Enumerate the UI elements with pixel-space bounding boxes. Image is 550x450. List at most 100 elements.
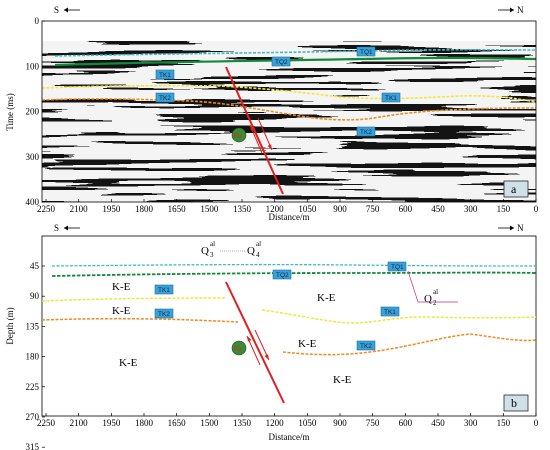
tag-tk1-a: TK1: [155, 69, 175, 80]
svg-text:al: al: [433, 288, 438, 296]
svg-text:TQ2: TQ2: [276, 272, 289, 279]
yticks-a: 0 100 200 300 400: [26, 16, 45, 207]
b-xtick-label: 1800: [135, 418, 154, 428]
ylabel-b: Depth (m): [5, 307, 15, 344]
b-ytick-label: 90: [30, 291, 40, 301]
b-xtick-label: 450: [431, 418, 445, 428]
b-ytick-label: 225: [26, 382, 40, 392]
panel-label-a: a: [503, 180, 529, 198]
seismic-section: [42, 21, 536, 202]
horizon-tk2-a: [42, 98, 536, 121]
tag-tk2-right-b: TK2: [356, 340, 376, 351]
svg-text:Q: Q: [247, 245, 255, 257]
tag-tk2-b: TK2: [154, 308, 174, 319]
unit-ke-6: K-E: [333, 374, 352, 386]
a-xtick-label: 750: [366, 204, 380, 214]
a-ytick-label: 400: [26, 197, 40, 207]
tag-tq2-a: TQ2: [271, 56, 291, 67]
tag-tk1-right-b: TK1: [380, 306, 400, 317]
panel-a: S N: [5, 5, 539, 222]
tag-tq1-b: TQ1: [387, 261, 407, 272]
b-xtick-label: 1650: [168, 418, 187, 428]
a-xtick-label: 600: [399, 204, 413, 214]
tag-tk1-right-a: TK1: [381, 92, 401, 103]
left-arrow-icon: [64, 225, 80, 231]
horizon-tq1-a: [54, 48, 536, 57]
xticks-a: 2250 2100 1950 1800 1650 1500 1350 1200 1050 900 7…: [37, 199, 539, 214]
svg-text:a: a: [511, 182, 517, 196]
svg-text:4: 4: [256, 251, 260, 259]
unit-ke-1: K-E: [112, 281, 131, 293]
b-xtick-label: 1050: [298, 418, 317, 428]
south-label-b: S: [54, 223, 59, 233]
a-xtick-label: 2250: [37, 204, 56, 214]
fault-arrow-down-icon: [257, 117, 273, 151]
unit-ke-4: K-E: [317, 292, 336, 304]
horizon-tk2-b-left: [41, 317, 239, 323]
fault-line-b: [225, 281, 285, 404]
b-xtick-label: 2100: [70, 418, 89, 428]
unit-q3-label: Q al 3: [201, 240, 215, 259]
tag-tk2-a: TK2: [155, 92, 175, 103]
horizon-tk1-b-right: [261, 309, 537, 324]
a-xtick-label: 1350: [233, 204, 252, 214]
b-ytick-label: 45: [30, 261, 40, 271]
xlabel-a: Distance/m: [269, 212, 310, 222]
unit-q2-label: Q al 2: [424, 288, 438, 307]
fault-arrow-down-icon: [254, 329, 270, 361]
a-ytick-label: 0: [35, 16, 40, 26]
a-ytick-label: 200: [26, 107, 40, 117]
fault-badge-a: F0: [231, 127, 247, 143]
a-xtick-label: 450: [431, 204, 445, 214]
tag-tq2-b: TQ2: [272, 269, 292, 280]
a-ytick-label: 300: [26, 152, 40, 162]
ylabel-a: Time (ms): [5, 93, 15, 130]
svg-text:TK2: TK2: [360, 343, 372, 350]
right-arrow-icon: [498, 7, 514, 13]
unit-q4-label: Q al 4: [247, 240, 261, 259]
a-xtick-label: 300: [464, 204, 478, 214]
a-ytick-label: 100: [26, 61, 40, 71]
horizon-tk2-b-right: [282, 333, 537, 356]
a-xtick-label: 1500: [200, 204, 219, 214]
horizon-tq2-a: [54, 56, 536, 67]
b-xtick-label: 1350: [233, 418, 252, 428]
a-xtick-label: 0: [534, 204, 539, 214]
svg-text:TK1: TK1: [159, 72, 171, 79]
svg-text:TQ1: TQ1: [391, 264, 404, 271]
horizon-tq2-b: [51, 271, 537, 277]
a-xtick-label: 2100: [70, 204, 89, 214]
b-xtick-label: 2250: [37, 418, 56, 428]
b-ytick-label: 180: [26, 352, 40, 362]
fault-arrow-up-icon: [249, 124, 263, 154]
unit-ke-3: K-E: [119, 357, 138, 369]
svg-text:F0: F0: [234, 346, 242, 353]
svg-text:TK2: TK2: [158, 311, 170, 318]
b-xtick-label: 150: [497, 418, 511, 428]
svg-text:TK1: TK1: [158, 287, 170, 294]
svg-text:TQ1: TQ1: [360, 49, 373, 56]
svg-text:TK2: TK2: [360, 129, 372, 136]
unit-ke-2: K-E: [112, 305, 131, 317]
north-label-b: N: [517, 223, 524, 233]
svg-text:2: 2: [433, 299, 437, 307]
b-xtick-label: 0: [534, 418, 539, 428]
b-xtick-label: 600: [399, 418, 413, 428]
svg-text:TK2: TK2: [159, 95, 171, 102]
b-xtick-label: 1200: [266, 418, 285, 428]
a-xtick-label: 900: [333, 204, 347, 214]
svg-text:3: 3: [210, 251, 214, 259]
b-ytick-label: 315: [26, 442, 40, 450]
tag-tk1-b: TK1: [154, 284, 174, 295]
svg-text:al: al: [256, 240, 261, 248]
north-label-a: N: [517, 5, 524, 15]
a-xtick-label: 1050: [298, 204, 317, 214]
frame-b: [41, 235, 537, 417]
horizon-tk1-b-left: [41, 297, 226, 302]
svg-text:TK1: TK1: [384, 309, 396, 316]
tag-tq1-a: TQ1: [356, 46, 376, 57]
tag-tk2-right-a: TK2: [356, 126, 376, 137]
yticks-b: 45 90 135 180 225 270 315: [26, 261, 45, 450]
svg-text:al: al: [210, 240, 215, 248]
